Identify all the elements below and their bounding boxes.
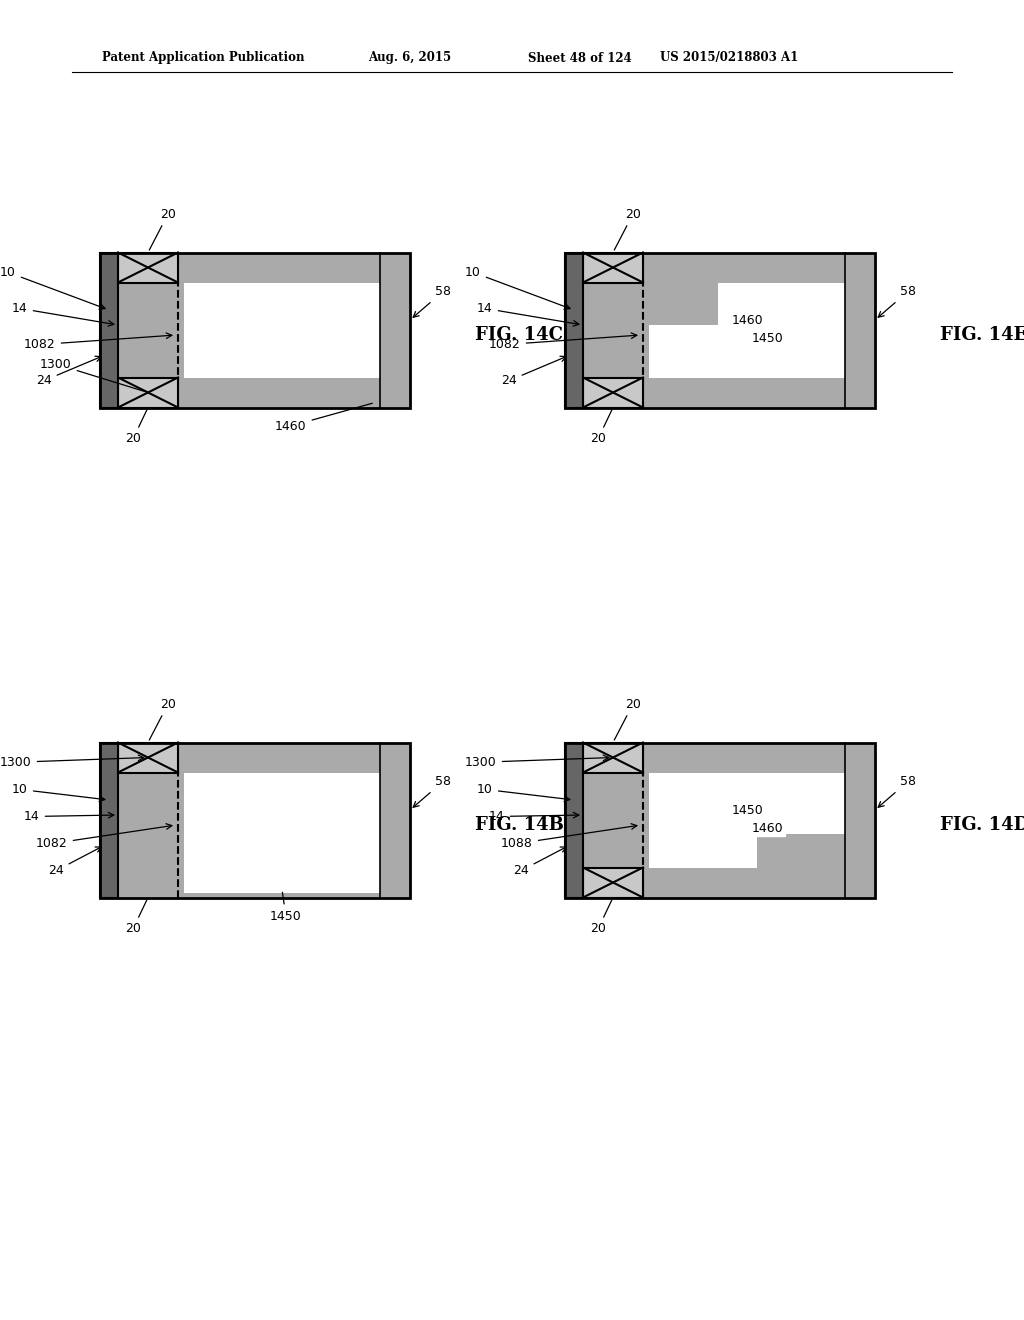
Text: FIG. 14B: FIG. 14B — [475, 816, 564, 834]
Text: 14: 14 — [24, 810, 114, 822]
Bar — [100, 742, 118, 898]
Bar — [757, 834, 845, 867]
Text: 1300: 1300 — [0, 755, 143, 768]
Text: 14: 14 — [489, 810, 579, 822]
Bar — [565, 742, 583, 898]
Text: 10: 10 — [12, 783, 104, 801]
Text: 20: 20 — [150, 697, 176, 741]
Bar — [583, 252, 643, 282]
Text: Patent Application Publication: Patent Application Publication — [102, 51, 304, 65]
Bar — [100, 252, 118, 408]
Text: 1460: 1460 — [752, 821, 783, 834]
Bar — [565, 742, 874, 898]
Bar — [649, 282, 718, 325]
Text: FIG. 14E: FIG. 14E — [940, 326, 1024, 345]
Bar — [118, 378, 178, 408]
Bar — [100, 252, 410, 408]
Text: 10: 10 — [0, 265, 105, 309]
Bar — [565, 252, 874, 408]
Bar — [100, 742, 410, 898]
Text: 24: 24 — [48, 847, 101, 878]
Bar — [649, 282, 845, 378]
Text: 24: 24 — [513, 847, 566, 878]
Text: 1300: 1300 — [40, 358, 145, 392]
Text: 24: 24 — [36, 356, 101, 387]
Bar — [184, 772, 380, 892]
Text: 1088: 1088 — [501, 824, 637, 850]
Text: 20: 20 — [125, 900, 146, 936]
Bar — [100, 252, 410, 408]
Text: FIG. 14C: FIG. 14C — [475, 326, 563, 345]
Bar — [184, 282, 380, 378]
Text: Aug. 6, 2015: Aug. 6, 2015 — [368, 51, 452, 65]
Text: 14: 14 — [12, 302, 114, 326]
Text: 1450: 1450 — [752, 331, 783, 345]
Bar — [565, 252, 874, 408]
Bar — [583, 867, 643, 898]
Text: 58: 58 — [879, 285, 916, 317]
Text: 1082: 1082 — [489, 333, 637, 351]
Text: 58: 58 — [413, 285, 451, 317]
Bar — [649, 772, 845, 867]
Bar — [583, 378, 643, 408]
Text: FIG. 14D: FIG. 14D — [940, 816, 1024, 834]
Text: 20: 20 — [125, 411, 146, 446]
Text: US 2015/0218803 A1: US 2015/0218803 A1 — [660, 51, 799, 65]
Text: 20: 20 — [590, 900, 611, 936]
Text: 20: 20 — [590, 411, 611, 446]
Text: 1460: 1460 — [732, 314, 764, 326]
Text: 1300: 1300 — [465, 755, 609, 768]
Text: 1082: 1082 — [36, 824, 172, 850]
Bar — [100, 742, 410, 898]
Bar — [565, 252, 583, 408]
Text: 20: 20 — [150, 207, 176, 249]
Text: 1082: 1082 — [24, 333, 172, 351]
Bar — [118, 252, 178, 282]
Text: 24: 24 — [501, 356, 566, 387]
Text: 10: 10 — [477, 783, 570, 801]
Text: 58: 58 — [413, 775, 451, 808]
Bar — [565, 742, 874, 898]
Text: 1450: 1450 — [732, 804, 764, 817]
Text: Sheet 48 of 124: Sheet 48 of 124 — [528, 51, 632, 65]
Text: 14: 14 — [477, 302, 579, 326]
Bar — [583, 742, 643, 772]
Text: 10: 10 — [465, 265, 570, 309]
Text: 1450: 1450 — [270, 892, 302, 923]
Text: 20: 20 — [614, 697, 641, 741]
Bar — [118, 742, 178, 772]
Text: 58: 58 — [879, 775, 916, 808]
Text: 20: 20 — [614, 207, 641, 249]
Text: 1460: 1460 — [275, 403, 373, 433]
